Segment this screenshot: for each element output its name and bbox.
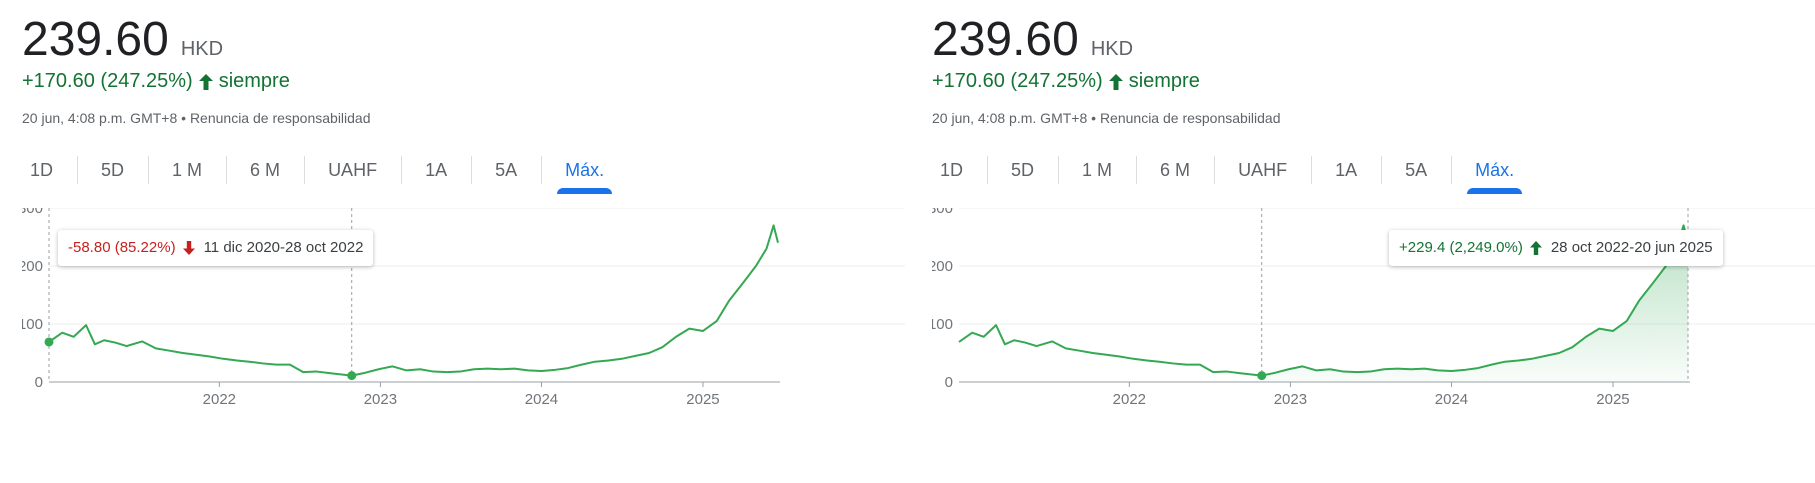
tab-6m[interactable]: 6 M: [1136, 150, 1214, 190]
x-tick-label: 2025: [686, 391, 719, 408]
x-tick-label: 2024: [1435, 391, 1468, 408]
arrow-down-icon: [182, 241, 195, 255]
selection-dot[interactable]: [44, 337, 54, 347]
selection-area: [1261, 225, 1688, 382]
tab-1m[interactable]: 1 M: [1058, 150, 1136, 190]
arrow-up-icon: [1108, 73, 1123, 90]
range-tooltip: -58.80 (85.22%) 11 dic 2020-28 oct 2022: [58, 230, 374, 266]
tab-5y[interactable]: 5A: [471, 150, 541, 190]
y-tick-label: 300: [932, 208, 953, 217]
x-tick-label: 2022: [1113, 391, 1146, 408]
tab-1d[interactable]: 1D: [940, 160, 964, 180]
tooltip-change: -58.80 (85.22%): [68, 239, 176, 256]
arrow-up-icon: [198, 73, 213, 90]
disclaimer-link[interactable]: Renuncia de responsabilidad: [1099, 110, 1281, 126]
disclaimer-link[interactable]: Renuncia de responsabilidad: [189, 110, 371, 126]
price-change: +170.60 (247.25%) siempre: [932, 70, 1200, 93]
tab-5y[interactable]: 5A: [1381, 150, 1451, 190]
range-tooltip: +229.4 (2,249.0%) 28 oct 2022-20 jun 202…: [1389, 230, 1723, 266]
timestamp-row: 20 jun, 4:08 p.m. GMT+8 • Renuncia de re…: [22, 110, 371, 126]
y-tick-label: 300: [22, 208, 43, 217]
tab-5d[interactable]: 5D: [77, 150, 148, 190]
currency-label: HKD: [180, 38, 224, 60]
tab-ytd[interactable]: UAHF: [304, 150, 401, 190]
stock-panel-left: 239.60 HKD +170.60 (247.25%) siempre 20 …: [22, 0, 905, 483]
tooltip-change: +229.4 (2,249.0%): [1399, 239, 1523, 256]
x-tick-label: 2022: [203, 391, 236, 408]
tab-6m[interactable]: 6 M: [226, 150, 304, 190]
y-tick-label: 0: [35, 374, 43, 391]
tab-max[interactable]: Máx.: [541, 150, 628, 194]
range-tabs: 1D 5D 1 M 6 M UAHF 1A 5A Máx.: [932, 150, 1538, 194]
separator: •: [181, 110, 187, 126]
timestamp-row: 20 jun, 4:08 p.m. GMT+8 • Renuncia de re…: [932, 110, 1281, 126]
y-tick-label: 100: [932, 316, 953, 333]
x-tick-label: 2024: [525, 391, 558, 408]
tab-max[interactable]: Máx.: [1451, 150, 1538, 194]
change-period: siempre: [1128, 70, 1200, 92]
y-tick-label: 200: [22, 258, 43, 275]
tab-ytd[interactable]: UAHF: [1214, 150, 1311, 190]
tooltip-range: 11 dic 2020-28 oct 2022: [203, 239, 364, 256]
x-tick-label: 2023: [364, 391, 397, 408]
tab-1d[interactable]: 1D: [30, 160, 54, 180]
tab-1m[interactable]: 1 M: [148, 150, 226, 190]
price-header: 239.60 HKD: [22, 14, 223, 66]
price-line: [48, 224, 779, 377]
stock-panel-right: 239.60 HKD +170.60 (247.25%) siempre 20 …: [932, 0, 1815, 483]
price-value: 239.60: [22, 13, 169, 66]
tab-1y[interactable]: 1A: [1311, 150, 1381, 190]
change-value: +170.60 (247.25%): [932, 70, 1103, 92]
y-tick-label: 200: [932, 258, 953, 275]
price-value: 239.60: [932, 13, 1079, 66]
selection-dot[interactable]: [347, 371, 357, 381]
tab-5d[interactable]: 5D: [987, 150, 1058, 190]
change-period: siempre: [218, 70, 290, 92]
y-tick-label: 100: [22, 316, 43, 333]
range-tabs: 1D 5D 1 M 6 M UAHF 1A 5A Máx.: [22, 150, 628, 194]
selection-dot[interactable]: [1257, 371, 1267, 381]
price-chart[interactable]: 0 100 200 300 2022 2023 2024 2025: [932, 208, 1815, 483]
price-line: [958, 224, 1689, 377]
separator: •: [1091, 110, 1097, 126]
y-tick-label: 0: [945, 374, 953, 391]
arrow-up-icon: [1529, 241, 1542, 255]
timestamp: 20 jun, 4:08 p.m. GMT+8: [932, 110, 1088, 126]
x-tick-label: 2025: [1596, 391, 1629, 408]
timestamp: 20 jun, 4:08 p.m. GMT+8: [22, 110, 178, 126]
price-header: 239.60 HKD: [932, 14, 1133, 66]
price-chart[interactable]: 0 100 200 300 2022 2023 2024 2025: [22, 208, 907, 483]
tab-1y[interactable]: 1A: [401, 150, 471, 190]
change-value: +170.60 (247.25%): [22, 70, 193, 92]
x-tick-label: 2023: [1274, 391, 1307, 408]
currency-label: HKD: [1090, 38, 1134, 60]
tooltip-range: 28 oct 2022-20 jun 2025: [1550, 239, 1713, 256]
price-change: +170.60 (247.25%) siempre: [22, 70, 290, 93]
